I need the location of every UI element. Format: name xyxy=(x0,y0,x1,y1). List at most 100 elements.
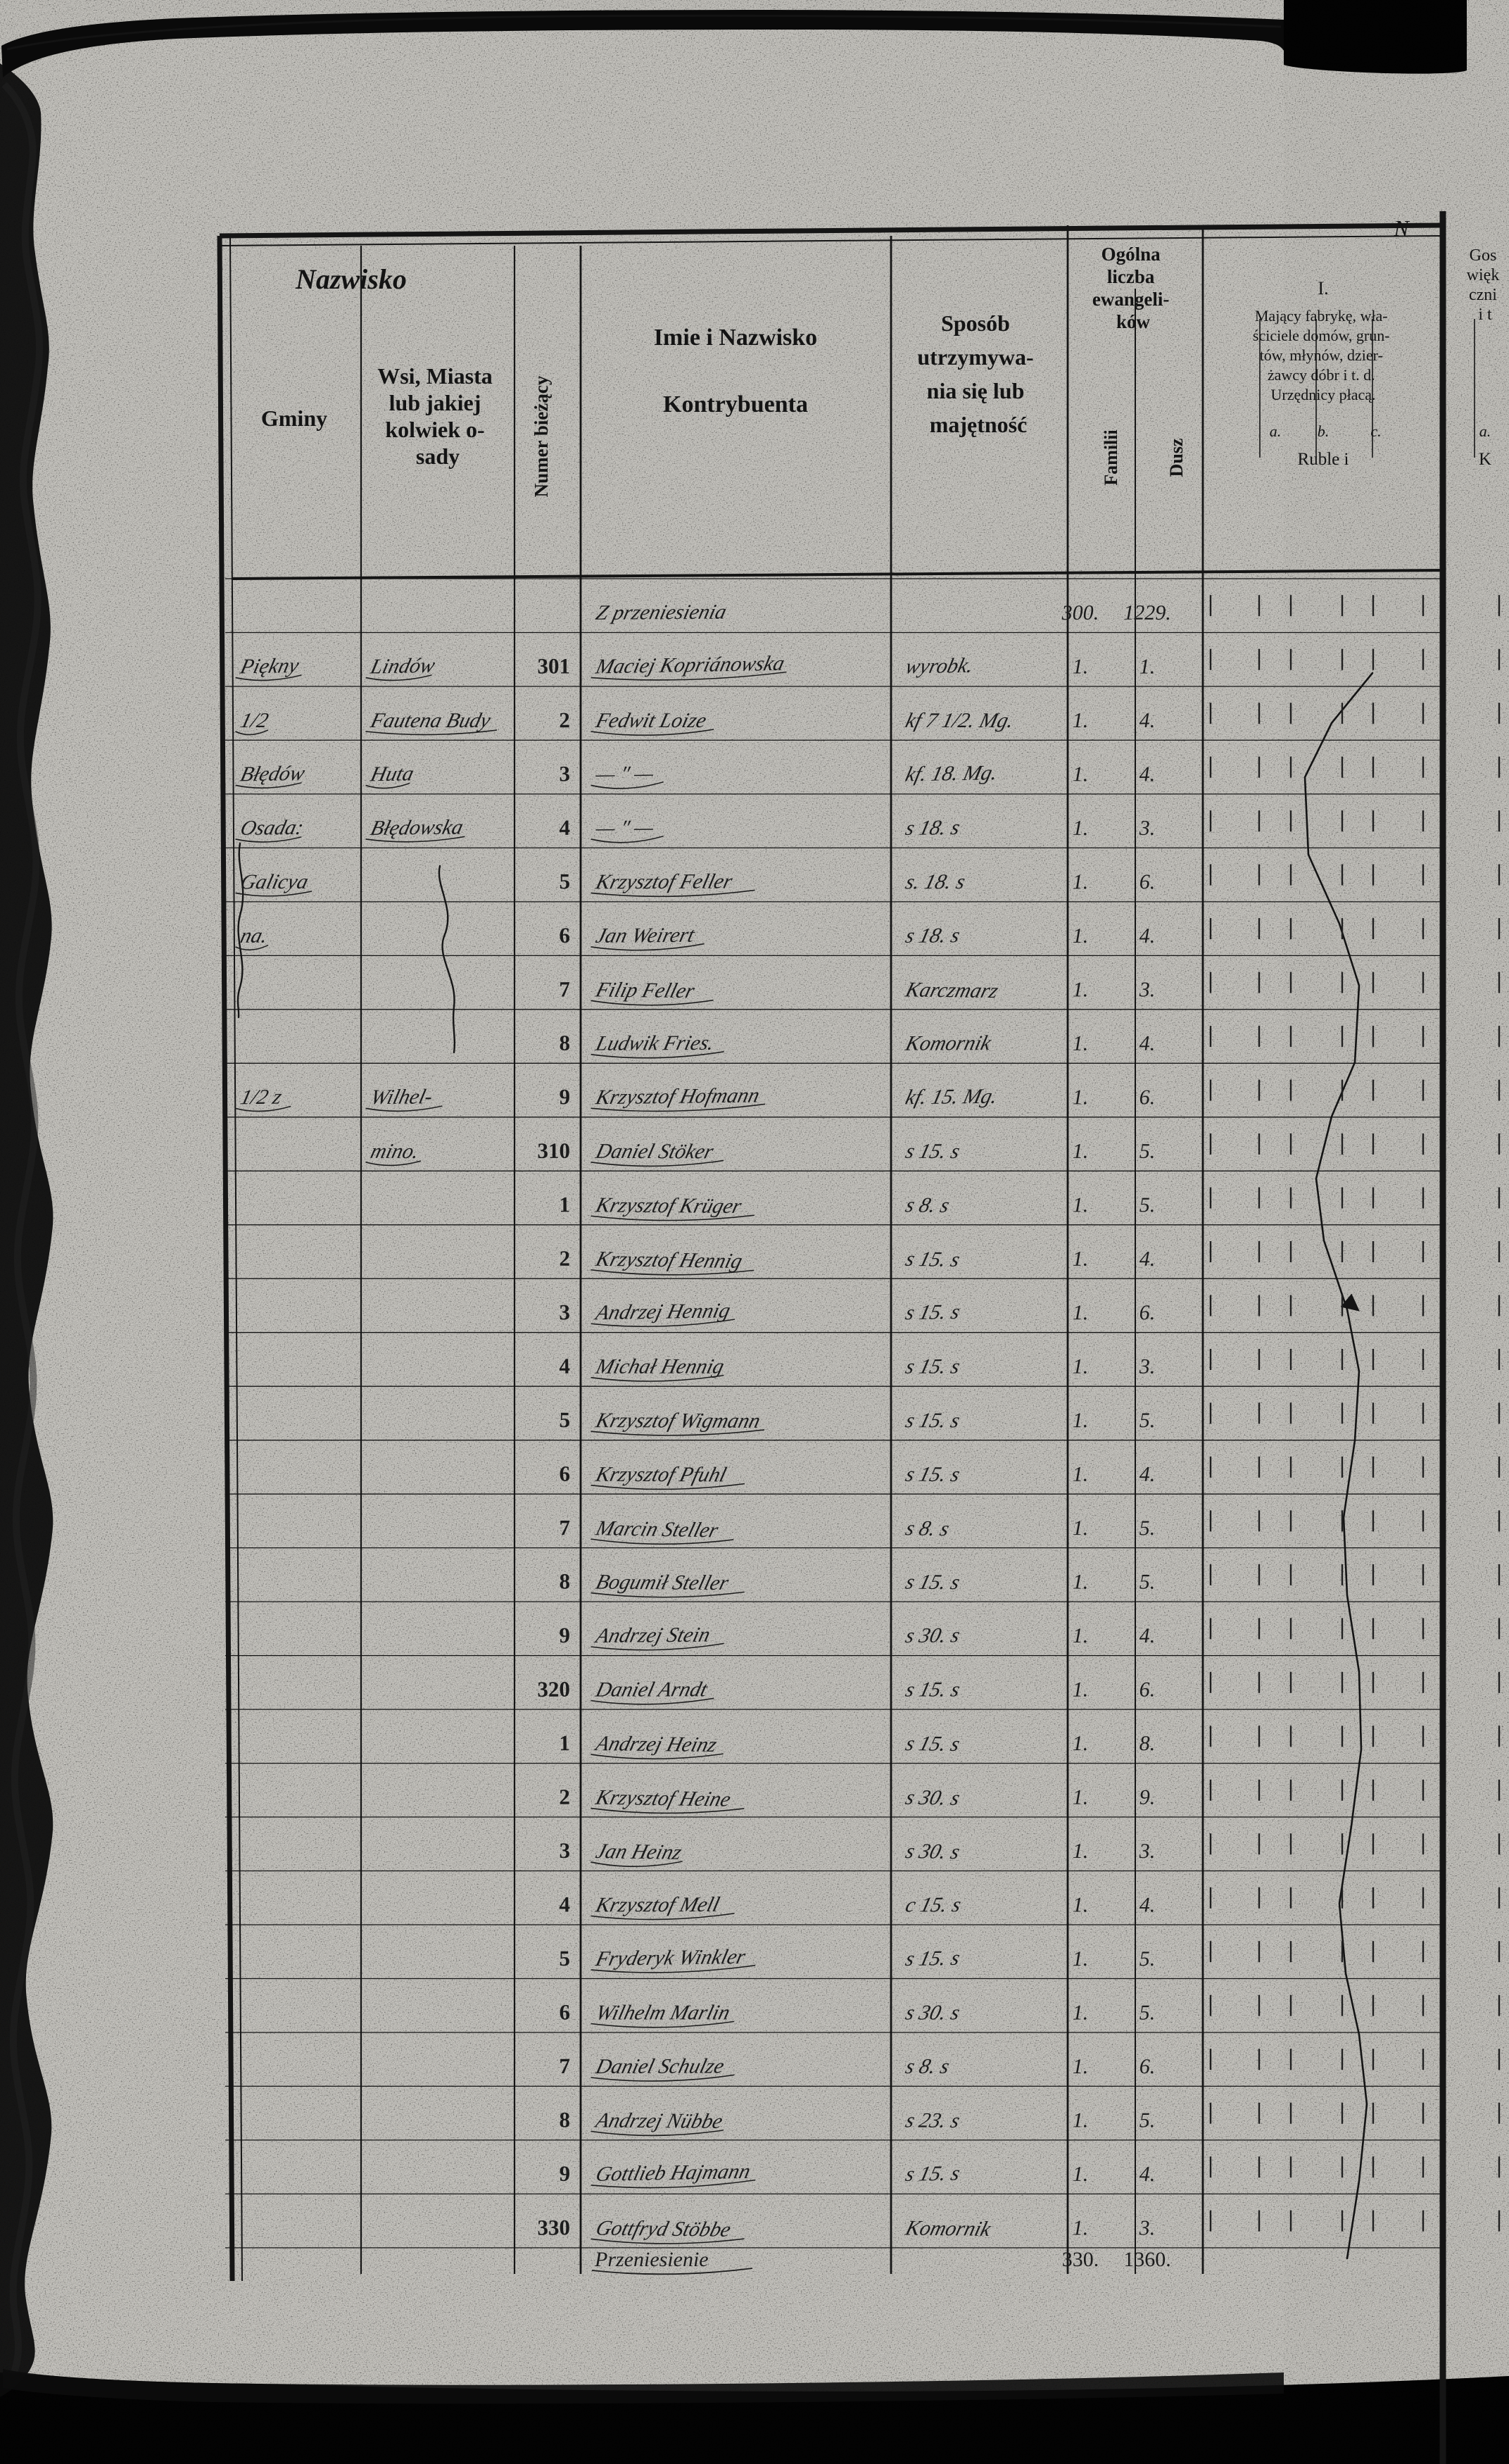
svg-text:Wilhel-: Wilhel- xyxy=(368,1085,435,1110)
svg-text:s 15. s: s 15. s xyxy=(903,1354,962,1378)
svg-text:6: 6 xyxy=(559,1999,570,2024)
svg-text:330.: 330. xyxy=(1062,2248,1099,2271)
svg-text:Lindów: Lindów xyxy=(367,653,438,678)
svg-text:4.: 4. xyxy=(1139,1032,1155,1055)
svg-text:1.: 1. xyxy=(1073,1516,1089,1540)
svg-text:2: 2 xyxy=(559,1785,570,1809)
svg-text:s 15. s: s 15. s xyxy=(903,1462,962,1486)
svg-text:Gottlieb Hajmann: Gottlieb Hajmann xyxy=(593,2159,752,2186)
svg-text:Krzysztof Mell: Krzysztof Mell xyxy=(593,1892,721,1916)
svg-text:1.: 1. xyxy=(1073,1624,1089,1647)
svg-text:s 15. s: s 15. s xyxy=(903,1247,962,1271)
svg-text:4: 4 xyxy=(559,1354,570,1378)
svg-text:4.: 4. xyxy=(1139,709,1155,732)
svg-text:1229.: 1229. xyxy=(1123,601,1171,624)
svg-text:1.: 1. xyxy=(1073,762,1089,786)
svg-text:Daniel Schulze: Daniel Schulze xyxy=(593,2054,726,2078)
svg-text:7: 7 xyxy=(559,2054,570,2078)
svg-text:Karczmarz: Karczmarz xyxy=(902,978,1001,1002)
svg-text:Krzysztof Wigmann: Krzysztof Wigmann xyxy=(593,1409,763,1433)
svg-text:c.: c. xyxy=(1370,422,1381,440)
svg-text:3: 3 xyxy=(559,761,570,786)
svg-text:1.: 1. xyxy=(1072,1032,1088,1055)
svg-text:Dusz: Dusz xyxy=(1166,439,1187,477)
svg-text:5.: 5. xyxy=(1139,1516,1155,1540)
svg-text:1.: 1. xyxy=(1072,1678,1088,1701)
svg-text:5.: 5. xyxy=(1139,1409,1156,1432)
svg-text:8: 8 xyxy=(559,2107,570,2132)
svg-text:Mający fabrykę, wła- ści: Mający fabrykę, wła- ściciele domów, gru… xyxy=(1253,307,1394,403)
svg-text:1.: 1. xyxy=(1073,1301,1089,1324)
svg-text:1.: 1. xyxy=(1073,1732,1089,1755)
svg-text:5.: 5. xyxy=(1139,1140,1156,1163)
svg-text:s 30. s: s 30. s xyxy=(903,1839,962,1863)
svg-text:1.: 1. xyxy=(1073,1247,1089,1271)
svg-text:K: K xyxy=(1479,450,1491,469)
svg-text:a.: a. xyxy=(1270,422,1282,440)
svg-text:3.: 3. xyxy=(1139,1840,1156,1863)
svg-text:Fryderyk Winkler: Fryderyk Winkler xyxy=(593,1944,747,1970)
svg-text:330: 330 xyxy=(537,2215,570,2239)
svg-text:Komornik: Komornik xyxy=(902,2216,994,2241)
svg-text:Andrzej Stein: Andrzej Stein xyxy=(592,1623,712,1647)
svg-text:s 15. s: s 15. s xyxy=(903,1409,962,1433)
svg-text:Fedwit Loize: Fedwit Loize xyxy=(593,708,709,732)
svg-text:s 15. s: s 15. s xyxy=(903,1570,962,1594)
svg-text:3.: 3. xyxy=(1139,978,1156,1001)
svg-text:1.: 1. xyxy=(1073,1893,1089,1916)
svg-text:1360.: 1360. xyxy=(1123,2248,1171,2271)
svg-text:Krzysztof Pfuhl: Krzysztof Pfuhl xyxy=(593,1462,728,1486)
svg-text:1.: 1. xyxy=(1073,1409,1089,1432)
svg-text:1.: 1. xyxy=(1073,1193,1089,1217)
svg-text:8: 8 xyxy=(559,1569,570,1594)
svg-text:5.: 5. xyxy=(1139,2108,1156,2132)
svg-text:9: 9 xyxy=(559,2161,570,2186)
svg-text:3: 3 xyxy=(559,1300,570,1324)
svg-text:Daniel Arndt: Daniel Arndt xyxy=(593,1678,711,1702)
svg-text:1: 1 xyxy=(559,1730,570,1755)
svg-text:I.: I. xyxy=(1318,278,1328,298)
svg-text:3.: 3. xyxy=(1138,2216,1155,2239)
svg-text:6.: 6. xyxy=(1139,2055,1156,2078)
svg-text:s. 18. s: s. 18. s xyxy=(903,869,968,893)
svg-text:1.: 1. xyxy=(1139,655,1155,678)
svg-text:1.: 1. xyxy=(1073,1840,1089,1863)
svg-text:Jan Heinz: Jan Heinz xyxy=(593,1839,684,1863)
svg-text:1.: 1. xyxy=(1073,1355,1089,1378)
svg-text:Familii: Familii xyxy=(1101,429,1121,485)
svg-text:s 15. s: s 15. s xyxy=(903,1139,962,1163)
svg-text:1.: 1. xyxy=(1073,1463,1089,1486)
svg-text:4.: 4. xyxy=(1139,1463,1156,1486)
svg-text:s 18. s: s 18. s xyxy=(903,815,962,839)
svg-text:Andrzej Nübbe: Andrzej Nübbe xyxy=(592,2108,725,2133)
svg-text:5.: 5. xyxy=(1139,2001,1155,2024)
svg-text:2: 2 xyxy=(559,708,570,732)
svg-text:3.: 3. xyxy=(1139,1355,1156,1378)
svg-text:1/2 z: 1/2 z xyxy=(238,1085,284,1109)
svg-text:Wilhelm Marlin: Wilhelm Marlin xyxy=(593,2001,732,2025)
svg-text:s 15. s: s 15. s xyxy=(903,1946,962,1970)
svg-text:4.: 4. xyxy=(1139,924,1156,948)
svg-text:Z przeniesienia: Z przeniesienia xyxy=(593,600,729,624)
svg-text:Krzysztof Hennig: Krzysztof Hennig xyxy=(593,1247,745,1273)
svg-text:N: N xyxy=(1393,215,1410,241)
svg-text:4: 4 xyxy=(559,815,570,840)
svg-text:Gminy: Gminy xyxy=(261,406,327,431)
svg-text:Przeniesienie: Przeniesienie xyxy=(594,2248,709,2271)
svg-text:1.: 1. xyxy=(1073,1570,1089,1593)
svg-text:6: 6 xyxy=(559,1462,570,1486)
svg-text:Osada:: Osada: xyxy=(238,815,306,839)
svg-text:5: 5 xyxy=(559,1407,570,1432)
svg-text:Numer bieżący: Numer bieżący xyxy=(531,375,552,497)
svg-text:1: 1 xyxy=(559,1192,570,1217)
svg-text:s 30. s: s 30. s xyxy=(903,1785,962,1810)
svg-text:Galicya: Galicya xyxy=(238,869,310,893)
svg-text:Andrzej Hennig: Andrzej Hennig xyxy=(592,1299,733,1325)
svg-text:Ruble i: Ruble i xyxy=(1298,450,1349,469)
svg-text:6: 6 xyxy=(559,923,570,948)
svg-text:5.: 5. xyxy=(1139,1570,1156,1593)
svg-text:Krzysztof Feller: Krzysztof Feller xyxy=(593,869,735,893)
svg-text:Maciej Kopriánowska: Maciej Kopriánowska xyxy=(593,651,787,678)
svg-text:Fautena Budy: Fautena Budy xyxy=(367,708,493,732)
svg-text:Daniel Stöker: Daniel Stöker xyxy=(593,1139,716,1163)
